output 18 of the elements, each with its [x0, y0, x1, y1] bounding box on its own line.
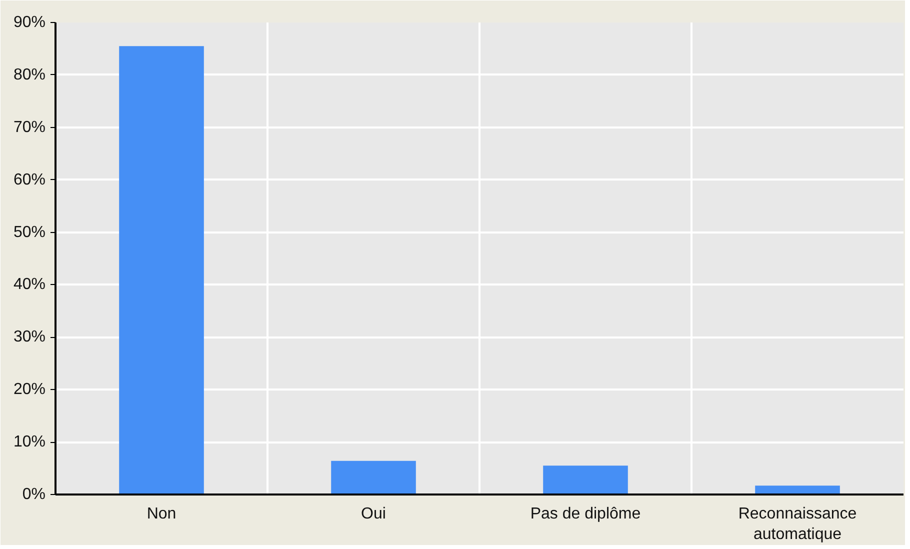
y-tick-label: 40%	[13, 276, 46, 294]
x-tick-label: Reconnaissance automatique	[738, 506, 857, 543]
bar	[119, 46, 204, 494]
y-tick-label: 70%	[13, 118, 46, 136]
y-tick-label: 0%	[22, 486, 46, 503]
bar	[543, 466, 628, 494]
x-tick-label: Oui	[361, 506, 386, 522]
y-tick-label: 60%	[13, 171, 46, 188]
x-tick-label: Non	[146, 506, 176, 522]
y-tick-label: 20%	[13, 381, 46, 398]
y-tick-label: 10%	[13, 434, 46, 451]
bar	[755, 486, 840, 494]
bar	[331, 460, 416, 494]
y-tick-label: 30%	[13, 328, 46, 346]
x-tick-label: Pas de diplôme	[530, 506, 641, 522]
y-tick-label: 80%	[13, 66, 46, 84]
y-tick-label: 90%	[13, 14, 46, 31]
y-tick-label: 50%	[13, 224, 46, 241]
